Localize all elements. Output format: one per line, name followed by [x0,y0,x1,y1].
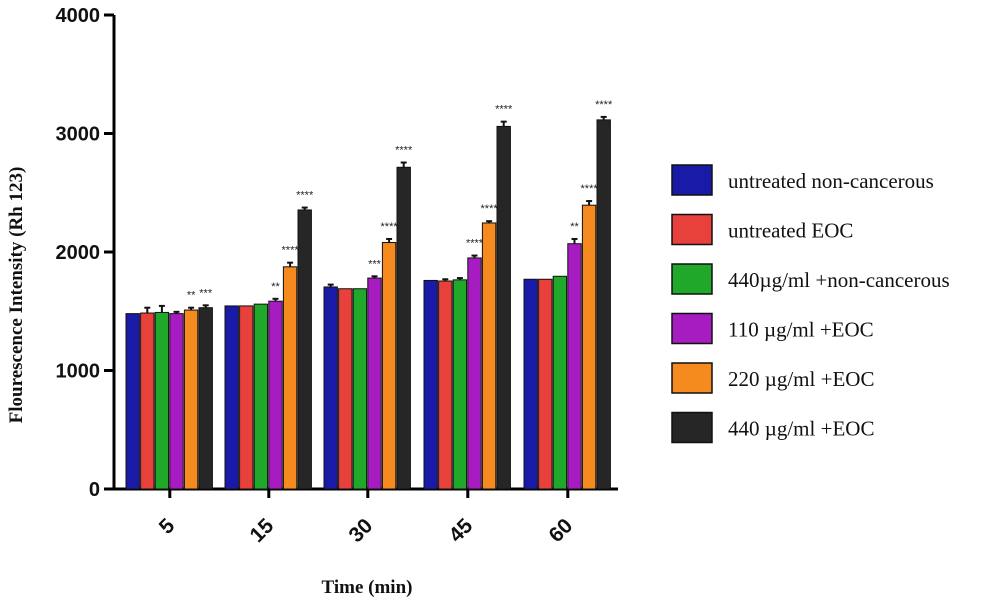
bar [253,303,269,490]
bar [169,313,184,490]
bar [523,278,538,490]
significance-label: **** [381,221,399,233]
x-tick-label: 45 [445,514,478,547]
significance-label: ** [570,221,579,233]
bar [596,119,611,490]
significance-label: *** [199,287,213,299]
legend-label: 110 µg/ml +EOC [728,318,874,342]
bar [198,307,213,490]
bar [438,280,453,490]
significance-label: **** [581,183,599,195]
y-tick-label: 4000 [56,5,101,27]
significance-label: **** [481,203,499,215]
legend-label: 220 µg/ml +EOC [728,367,874,391]
x-axis-title: Time (min) [322,577,413,598]
bar [352,288,368,490]
significance-label: ** [271,281,280,293]
bar [125,313,140,490]
legend-swatch [671,164,713,196]
bar [338,288,353,490]
bar [452,279,468,490]
y-tick-label: 2000 [56,242,101,264]
significance-label: **** [595,99,613,111]
legend-label: 440µg/ml +non-cancerous [728,268,950,292]
legend-label: 440 µg/ml +EOC [728,417,874,441]
bar [496,125,511,490]
bar [140,312,155,490]
significance-label: **** [495,104,513,116]
bar [423,279,438,490]
legend-swatch [671,263,713,295]
bar [224,305,239,490]
bar [467,257,482,490]
legend-label: untreated EOC [728,219,853,243]
legend-swatch [671,362,713,394]
bar [581,204,597,490]
bar [323,286,338,490]
significance-label: **** [395,145,413,157]
x-tick-label: 30 [345,514,378,547]
y-tick-label: 3000 [56,124,101,146]
significance-label: **** [282,245,300,257]
bar [396,166,411,490]
legend: untreated non-cancerous untreated EOC 440µ… [671,164,950,444]
legend-swatch [671,213,713,246]
x-tick-label: 5 [155,514,180,539]
significance-label: **** [466,238,484,250]
bar [481,222,497,490]
legend-label: untreated non-cancerous [728,169,934,193]
significance-label: **** [296,190,314,202]
bar [282,266,298,490]
bar [381,242,397,490]
bar [239,305,254,490]
x-tick-label: 60 [545,514,578,547]
bar [154,311,170,490]
bar [268,300,283,490]
significance-label: *** [368,258,382,270]
x-tick-label: 15 [246,514,279,547]
legend-swatch [671,312,713,345]
bar [183,309,199,490]
bar [367,277,382,490]
bar [567,243,582,490]
bar [538,278,553,490]
y-tick-label: 0 [89,479,100,501]
y-axis-title: Flourescence Intensity (Rh 123) [6,167,27,424]
bar [552,275,568,490]
bar [297,209,312,490]
y-tick-label: 1000 [56,361,101,383]
significance-label: ** [187,290,196,302]
legend-swatch [671,411,713,444]
